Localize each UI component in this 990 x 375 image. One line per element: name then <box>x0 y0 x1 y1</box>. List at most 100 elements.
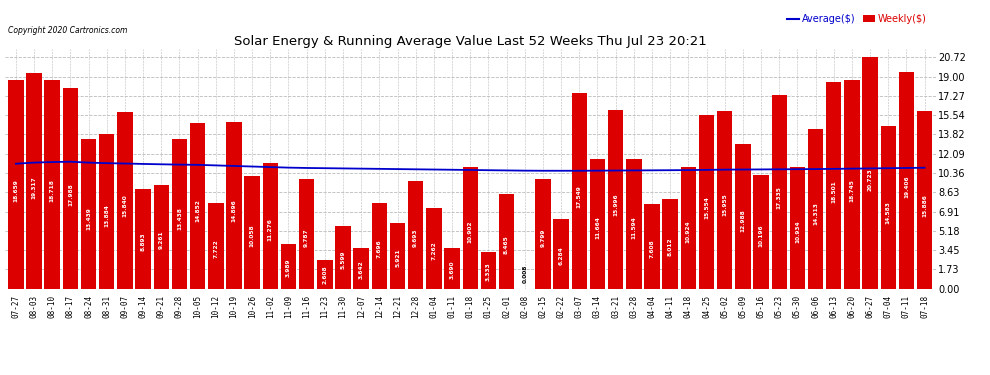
Text: 8.012: 8.012 <box>667 237 672 256</box>
Text: 7.262: 7.262 <box>432 241 437 260</box>
Text: 3.333: 3.333 <box>486 262 491 280</box>
Text: 15.886: 15.886 <box>922 194 928 217</box>
Text: 9.693: 9.693 <box>413 229 418 247</box>
Bar <box>299 180 315 289</box>
Bar <box>899 72 914 289</box>
Text: 10.196: 10.196 <box>758 224 763 247</box>
Text: 14.313: 14.313 <box>813 202 818 225</box>
Bar <box>8 81 24 289</box>
Bar <box>62 88 78 289</box>
Bar <box>771 95 787 289</box>
Bar <box>371 203 387 289</box>
Bar <box>262 163 278 289</box>
Bar <box>536 179 550 289</box>
Text: 5.921: 5.921 <box>395 248 400 267</box>
Bar <box>99 134 115 289</box>
Text: 10.934: 10.934 <box>795 220 800 243</box>
Text: 14.583: 14.583 <box>886 201 891 223</box>
Text: 3.989: 3.989 <box>286 259 291 277</box>
Bar <box>117 112 133 289</box>
Bar <box>208 202 224 289</box>
Bar <box>45 80 60 289</box>
Bar <box>245 177 259 289</box>
Bar <box>553 219 569 289</box>
Text: 12.988: 12.988 <box>741 209 745 232</box>
Bar <box>190 123 205 289</box>
Bar <box>644 204 659 289</box>
Bar <box>699 115 714 289</box>
Bar <box>844 80 859 289</box>
Bar <box>171 139 187 289</box>
Text: 2.608: 2.608 <box>323 266 328 284</box>
Text: 18.501: 18.501 <box>832 180 837 203</box>
Bar <box>736 144 750 289</box>
Bar <box>717 111 733 289</box>
Legend: Average($), Weekly($): Average($), Weekly($) <box>783 10 931 28</box>
Text: 7.722: 7.722 <box>213 239 218 258</box>
Text: 6.284: 6.284 <box>558 246 563 265</box>
Bar <box>81 139 96 289</box>
Text: 10.902: 10.902 <box>467 220 473 243</box>
Text: 18.718: 18.718 <box>50 179 54 202</box>
Bar <box>590 159 605 289</box>
Bar <box>445 248 459 289</box>
Text: 15.955: 15.955 <box>723 194 728 216</box>
Bar <box>808 129 824 289</box>
Text: 7.608: 7.608 <box>649 240 654 258</box>
Text: 13.439: 13.439 <box>86 207 91 230</box>
Text: 13.884: 13.884 <box>104 204 109 227</box>
Text: 20.723: 20.723 <box>867 169 872 191</box>
Text: 5.599: 5.599 <box>341 250 346 268</box>
Text: 10.924: 10.924 <box>686 220 691 243</box>
Bar <box>571 93 587 289</box>
Bar <box>336 226 350 289</box>
Bar <box>353 248 369 289</box>
Text: 8.893: 8.893 <box>141 233 146 251</box>
Text: 9.261: 9.261 <box>158 231 163 249</box>
Bar <box>136 189 150 289</box>
Bar <box>408 180 424 289</box>
Text: 19.317: 19.317 <box>32 176 37 199</box>
Text: 15.996: 15.996 <box>613 194 618 216</box>
Text: 13.438: 13.438 <box>177 207 182 230</box>
Bar <box>626 159 642 289</box>
Bar <box>481 252 496 289</box>
Bar <box>426 208 442 289</box>
Bar <box>662 200 678 289</box>
Title: Solar Energy & Running Average Value Last 52 Weeks Thu Jul 23 20:21: Solar Energy & Running Average Value Las… <box>234 34 707 48</box>
Text: 15.554: 15.554 <box>704 196 709 219</box>
Text: 19.406: 19.406 <box>904 176 909 198</box>
Text: 11.664: 11.664 <box>595 216 600 239</box>
Text: 3.690: 3.690 <box>449 260 454 279</box>
Text: 9.799: 9.799 <box>541 228 545 246</box>
Text: 17.549: 17.549 <box>577 185 582 208</box>
Text: 8.465: 8.465 <box>504 235 509 254</box>
Bar <box>462 167 478 289</box>
Text: 18.659: 18.659 <box>13 180 19 202</box>
Text: 10.058: 10.058 <box>249 225 254 247</box>
Text: 14.852: 14.852 <box>195 200 200 222</box>
Text: 11.594: 11.594 <box>632 216 637 239</box>
Bar <box>499 194 515 289</box>
Text: 0.008: 0.008 <box>523 265 528 283</box>
Bar <box>281 244 296 289</box>
Text: 14.896: 14.896 <box>232 199 237 222</box>
Text: 3.642: 3.642 <box>358 260 363 279</box>
Bar <box>227 123 242 289</box>
Bar <box>753 175 769 289</box>
Bar <box>880 126 896 289</box>
Text: 7.696: 7.696 <box>377 239 382 258</box>
Bar <box>317 260 333 289</box>
Text: 15.840: 15.840 <box>123 194 128 217</box>
Bar <box>826 82 842 289</box>
Text: 11.276: 11.276 <box>268 218 273 241</box>
Bar <box>27 73 42 289</box>
Bar <box>390 223 405 289</box>
Text: Copyright 2020 Cartronics.com: Copyright 2020 Cartronics.com <box>8 26 128 35</box>
Text: 17.988: 17.988 <box>68 183 73 206</box>
Bar <box>608 110 624 289</box>
Bar <box>153 185 169 289</box>
Bar <box>681 167 696 289</box>
Text: 18.745: 18.745 <box>849 179 854 202</box>
Bar <box>917 111 933 289</box>
